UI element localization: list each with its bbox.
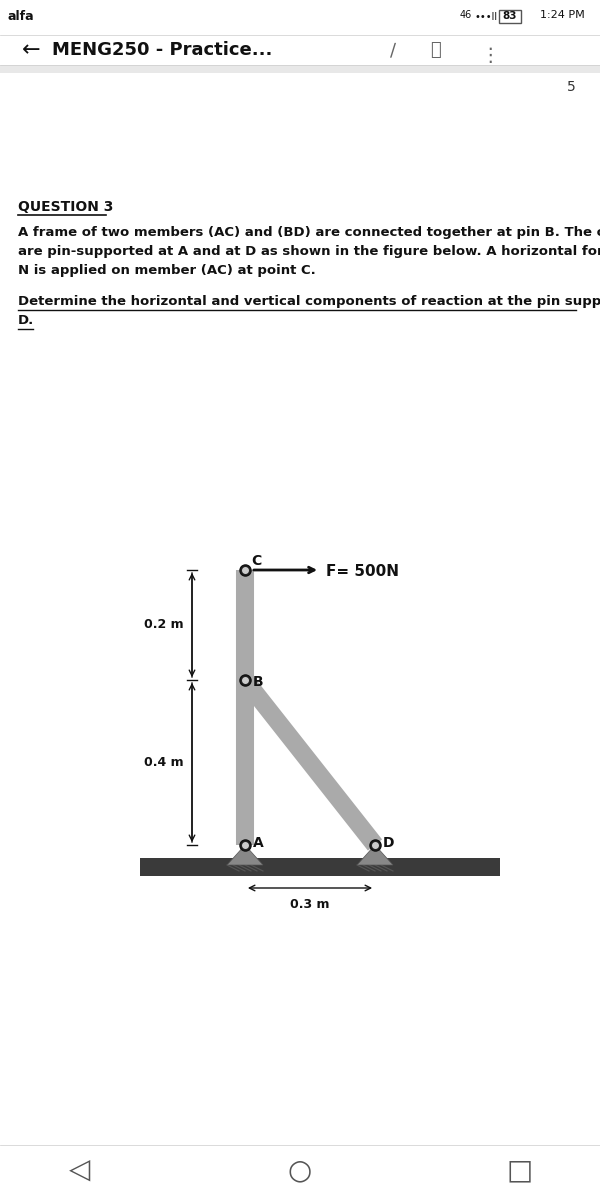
Text: alfa: alfa [8, 10, 35, 23]
Text: ○: ○ [288, 1156, 312, 1184]
Text: 83: 83 [503, 11, 517, 20]
Text: •••ll: •••ll [474, 12, 497, 22]
Polygon shape [357, 845, 393, 865]
Text: F= 500N: F= 500N [326, 564, 399, 580]
Text: A: A [253, 836, 264, 850]
Text: C: C [251, 554, 261, 568]
Polygon shape [227, 845, 263, 865]
Bar [140, 858, 500, 876]
FancyBboxPatch shape [499, 10, 521, 23]
Text: □: □ [507, 1156, 533, 1184]
Text: Determine the horizontal and vertical components of reaction at the pin supports: Determine the horizontal and vertical co… [18, 295, 600, 308]
Text: 0.3 m: 0.3 m [290, 898, 330, 911]
Text: 46: 46 [460, 10, 472, 20]
Text: QUESTION 3: QUESTION 3 [18, 200, 113, 214]
Text: D: D [383, 836, 395, 850]
Text: A frame of two members (AC) and (BD) are connected together at pin B. The other : A frame of two members (AC) and (BD) are… [18, 226, 600, 239]
Text: MENG250 - Practice...: MENG250 - Practice... [52, 41, 272, 59]
Text: 0.2 m: 0.2 m [145, 618, 184, 631]
Text: ◁: ◁ [70, 1156, 91, 1184]
Text: ∕: ∕ [390, 41, 396, 59]
Text: B: B [253, 674, 263, 689]
Text: ⧉: ⧉ [430, 41, 441, 59]
Text: ←: ← [22, 40, 41, 60]
Text: ⋮: ⋮ [480, 46, 499, 65]
Text: N is applied on member (AC) at point C.: N is applied on member (AC) at point C. [18, 264, 316, 277]
Text: D.: D. [18, 314, 34, 326]
Text: 1:24 PM: 1:24 PM [540, 10, 585, 20]
Text: are pin-supported at A and at D as shown in the figure below. A horizontal force: are pin-supported at A and at D as shown… [18, 245, 600, 258]
Text: 5: 5 [567, 80, 576, 94]
Text: 0.4 m: 0.4 m [145, 756, 184, 769]
Bar [0, 65, 600, 73]
